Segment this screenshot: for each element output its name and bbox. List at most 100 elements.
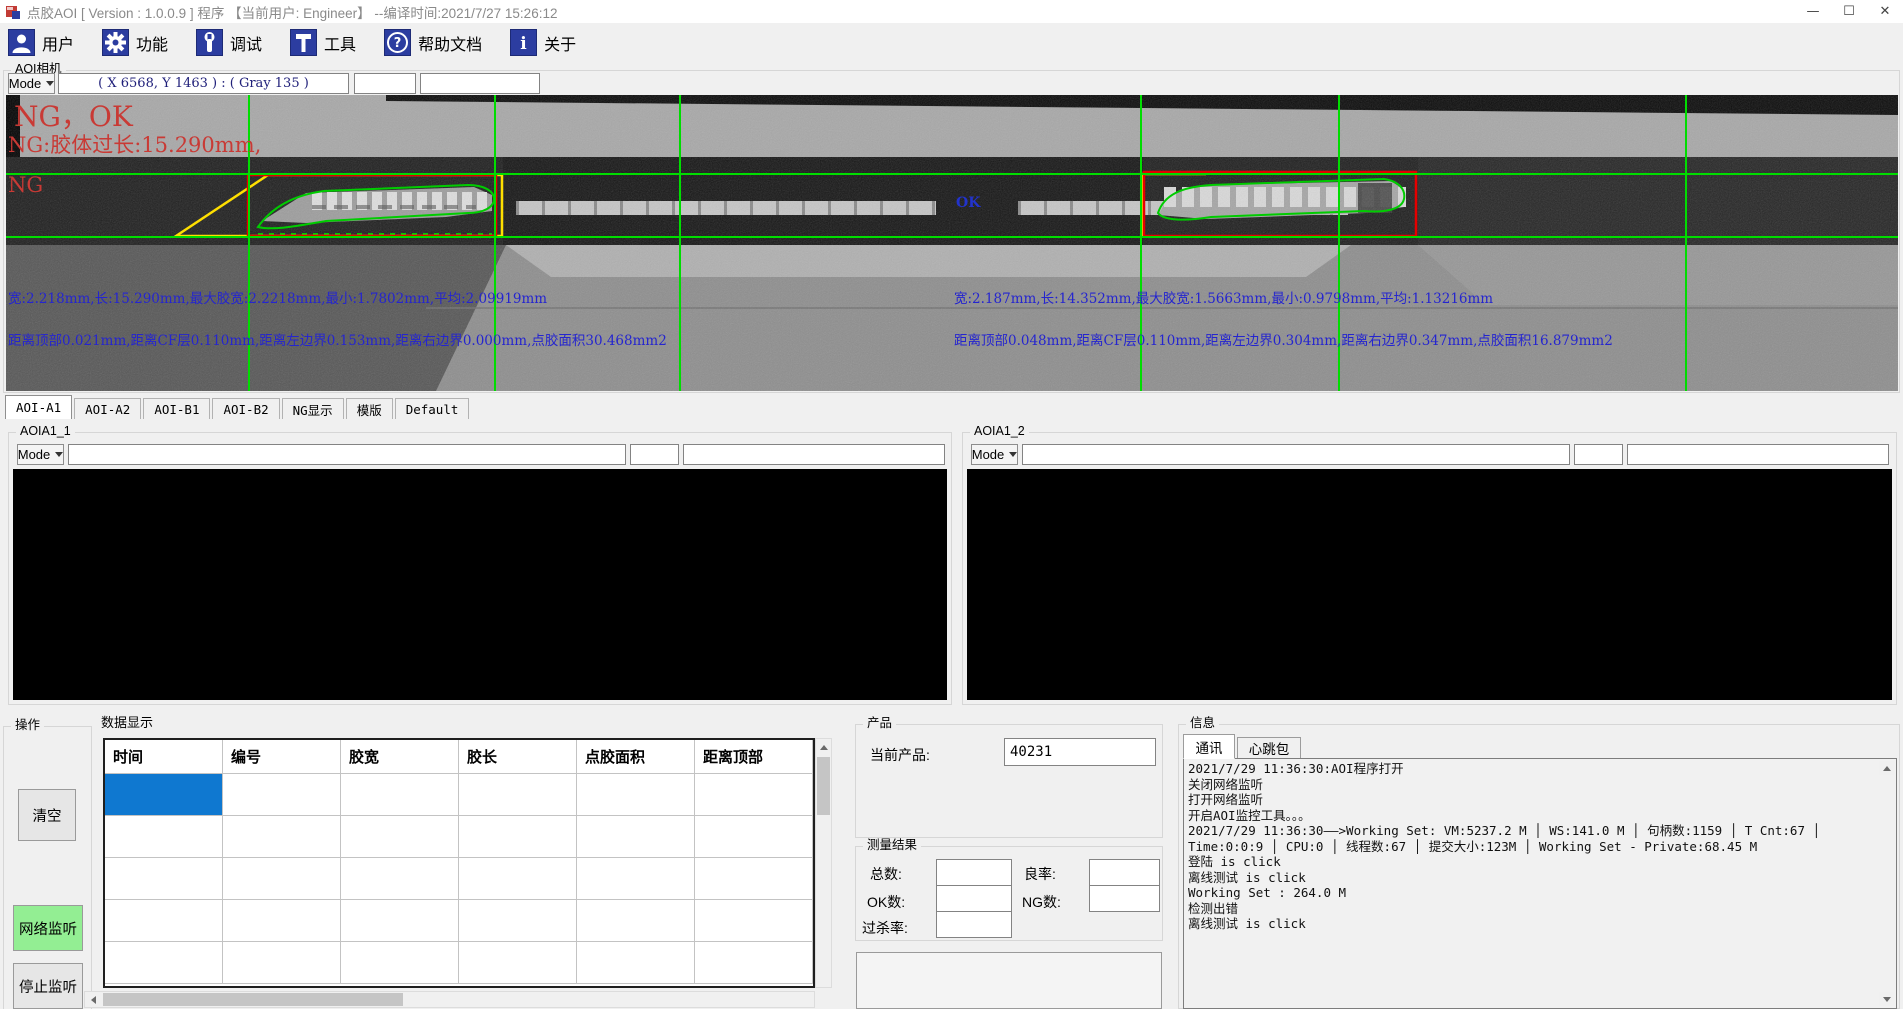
table-cell[interactable]: [459, 816, 577, 857]
network-listen-label: 网络监听: [19, 921, 77, 938]
table-cell[interactable]: [105, 942, 223, 983]
table-cell-selected[interactable]: [105, 774, 223, 815]
panel2-field-3[interactable]: [1627, 444, 1889, 465]
panel2-image-view[interactable]: [967, 469, 1892, 700]
tab-aoi-a1[interactable]: AOI-A1: [5, 395, 73, 419]
table-cell[interactable]: [341, 858, 459, 899]
tab-template[interactable]: 模版: [345, 398, 393, 419]
tab-aoi-b1[interactable]: AOI-B1: [143, 398, 211, 419]
camera-mode-dropdown[interactable]: Mode: [8, 73, 55, 94]
column-header[interactable]: 胶长: [459, 740, 577, 773]
window-controls: — ☐ ✕: [1795, 0, 1903, 23]
hscroll-thumb[interactable]: [103, 993, 403, 1006]
gear-icon: [102, 29, 130, 56]
scroll-left-icon[interactable]: [85, 992, 101, 1007]
table-cell[interactable]: [341, 816, 459, 857]
table-cell[interactable]: [695, 774, 813, 815]
table-cell[interactable]: [695, 858, 813, 899]
table-cell[interactable]: [577, 816, 695, 857]
tab-ng-display[interactable]: NG显示: [281, 398, 344, 419]
panel1-mode-dropdown[interactable]: Mode: [17, 444, 64, 465]
table-cell[interactable]: [223, 942, 341, 983]
window-title: 点胶AOI [ Version : 1.0.0.9 ] 程序 【当前用户: En…: [27, 5, 558, 21]
stop-listen-button[interactable]: 停止监听: [13, 963, 83, 1009]
close-button[interactable]: ✕: [1867, 0, 1903, 23]
camera-aux-field-1[interactable]: [354, 73, 416, 94]
panel2-mode-dropdown[interactable]: Mode: [971, 444, 1018, 465]
tab-aoi-a2[interactable]: AOI-A2: [74, 398, 142, 419]
table-vscrollbar[interactable]: [815, 738, 832, 988]
crosshair-lines: [6, 95, 1898, 391]
current-product-field[interactable]: 40231: [1004, 738, 1156, 766]
table-hscrollbar[interactable]: [84, 991, 815, 1008]
tab-heartbeat[interactable]: 心跳包: [1237, 737, 1301, 759]
table-cell[interactable]: [577, 900, 695, 941]
table-cell[interactable]: [695, 900, 813, 941]
vscroll-thumb[interactable]: [817, 757, 830, 815]
panel1-field-3[interactable]: [683, 444, 945, 465]
table-cell[interactable]: [105, 858, 223, 899]
toolbar-item-help[interactable]: ? 帮助文档: [384, 29, 482, 56]
chevron-down-icon: [46, 81, 55, 86]
table-cell[interactable]: [105, 816, 223, 857]
tab-aoi-b2[interactable]: AOI-B2: [212, 398, 280, 419]
panel1-field-1[interactable]: [68, 444, 626, 465]
toolbar-item-function[interactable]: 功能: [102, 29, 168, 56]
table-cell[interactable]: [459, 774, 577, 815]
toolbar-item-debug[interactable]: 调试: [196, 29, 262, 56]
toolbar-item-user[interactable]: 用户: [8, 29, 74, 56]
camera-aux-field-2[interactable]: [420, 73, 540, 94]
column-header[interactable]: 距离顶部: [695, 740, 813, 773]
log-scroll-up-icon[interactable]: [1879, 761, 1894, 775]
tab-default[interactable]: Default: [394, 398, 470, 419]
column-header[interactable]: 胶宽: [341, 740, 459, 773]
svg-text:?: ?: [394, 36, 402, 51]
product-group-label: 产品: [863, 716, 897, 730]
column-header[interactable]: 编号: [223, 740, 341, 773]
comms-log[interactable]: 2021/7/29 11:36:30:AOI程序打开 关闭网络监听 打开网络监听…: [1183, 758, 1897, 1009]
table-cell[interactable]: [695, 942, 813, 983]
operation-group: 操作 清空 网络监听 停止监听: [3, 718, 92, 1009]
column-header[interactable]: 时间: [105, 740, 223, 773]
toolbar-item-about[interactable]: i 关于: [510, 29, 576, 56]
table-cell[interactable]: [577, 942, 695, 983]
toolbar-item-tools[interactable]: 工具: [290, 29, 356, 56]
network-listen-button[interactable]: 网络监听: [13, 905, 83, 951]
log-line: 开启AOI监控工具。。。: [1188, 807, 1311, 823]
minimize-button[interactable]: —: [1795, 0, 1831, 23]
table-cell[interactable]: [577, 774, 695, 815]
close-icon: ✕: [1879, 4, 1891, 19]
panel2-field-1[interactable]: [1022, 444, 1570, 465]
scroll-up-icon[interactable]: [816, 739, 831, 755]
tab-label: Default: [405, 401, 459, 417]
toolbar-item-label: 功能: [136, 36, 169, 54]
table-cell[interactable]: [577, 858, 695, 899]
panel2-field-2[interactable]: [1574, 444, 1623, 465]
panel1-field-2[interactable]: [630, 444, 679, 465]
tab-comms[interactable]: 通讯: [1183, 734, 1235, 759]
maximize-button[interactable]: ☐: [1831, 0, 1867, 23]
table-cell[interactable]: [105, 900, 223, 941]
camera-image[interactable]: NG，OK NG:胶体过长:15.290mm, NG OK 宽:2.218mm,…: [6, 95, 1898, 391]
log-line: Time:0:0:9 │ CPU:0 │ 线程数:67 │ 提交大小:123M …: [1188, 838, 1758, 854]
table-cell[interactable]: [223, 816, 341, 857]
log-line: 关闭网络监听: [1188, 776, 1264, 792]
table-cell[interactable]: [341, 900, 459, 941]
log-scroll-down-icon[interactable]: [1879, 992, 1894, 1006]
table-cell[interactable]: [459, 858, 577, 899]
panel-aoia1-1: AOIA1_1 Mode: [8, 424, 952, 705]
table-cell[interactable]: [341, 942, 459, 983]
table-cell[interactable]: [223, 858, 341, 899]
table-cell[interactable]: [459, 900, 577, 941]
table-cell[interactable]: [223, 900, 341, 941]
table-cell[interactable]: [341, 774, 459, 815]
camera-photo: [6, 95, 1898, 391]
panel1-image-view[interactable]: [13, 469, 947, 700]
table-cell[interactable]: [695, 816, 813, 857]
clear-button[interactable]: 清空: [18, 789, 76, 841]
hammer-icon: [290, 29, 318, 56]
log-line: 打开网络监听: [1188, 792, 1264, 807]
column-header[interactable]: 点胶面积: [577, 740, 695, 773]
table-cell[interactable]: [459, 942, 577, 983]
table-cell[interactable]: [223, 774, 341, 815]
